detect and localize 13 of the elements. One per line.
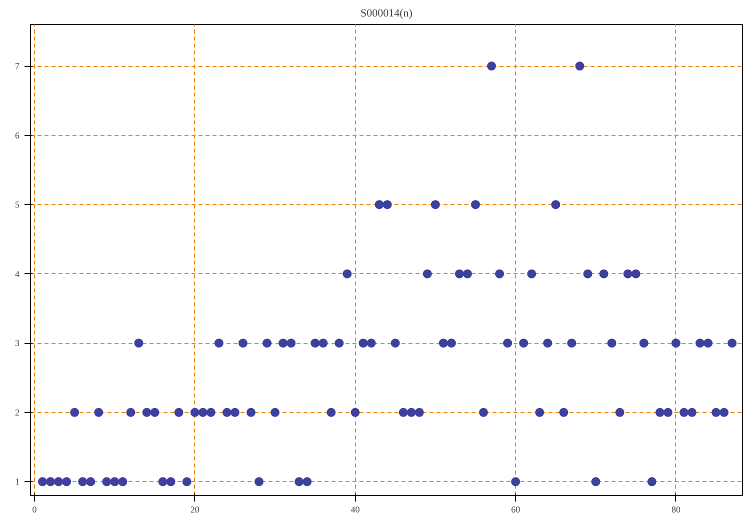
x-tick-label: 80 bbox=[671, 504, 681, 514]
y-tick-label: 4 bbox=[15, 268, 20, 279]
x-tick-label: 20 bbox=[190, 504, 200, 514]
y-tick-label: 2 bbox=[15, 407, 20, 418]
y-tick-label: 6 bbox=[15, 130, 20, 140]
y-tick-label: 3 bbox=[15, 338, 20, 348]
x-tick-label: 40 bbox=[350, 504, 360, 514]
x-tick-label: 60 bbox=[511, 504, 521, 514]
y-tick-label: 7 bbox=[15, 61, 20, 72]
x-tick-label: 0 bbox=[32, 504, 38, 514]
chart-title: S000014(n) bbox=[360, 8, 413, 20]
y-tick-label: 1 bbox=[15, 476, 20, 487]
y-tick-label: 5 bbox=[15, 200, 20, 210]
